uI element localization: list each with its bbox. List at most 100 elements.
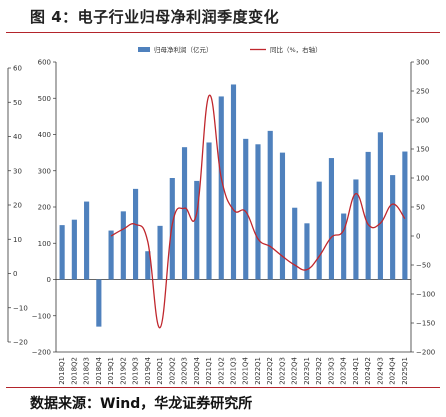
left-tick-label: 0 xyxy=(47,276,51,284)
x-tick-label: 2022Q4 xyxy=(291,356,299,384)
left-tick-label: 400 xyxy=(38,131,51,139)
bar xyxy=(96,279,102,327)
bar xyxy=(145,251,151,280)
right-tick-label: −50 xyxy=(416,262,431,270)
source-note: 数据来源：Wind，华龙证券研究所 xyxy=(30,396,253,412)
line-path xyxy=(110,94,406,329)
x-tick-label: 2021Q1 xyxy=(205,357,213,385)
left-tick-label: −100 xyxy=(32,312,51,320)
outer-left-tick-label: −20 xyxy=(13,339,28,347)
x-tick-label: 2018Q4 xyxy=(95,356,103,384)
right-tick-label: 150 xyxy=(416,146,429,154)
x-tick-label: 2022Q1 xyxy=(254,357,262,385)
x-tick-label: 2023Q4 xyxy=(340,356,348,384)
bar-series xyxy=(59,84,408,327)
left-tick-label: 600 xyxy=(38,59,51,67)
bar xyxy=(279,152,286,280)
right-tick-label: 250 xyxy=(416,88,429,96)
x-tick-label: 2020Q3 xyxy=(181,357,189,385)
x-tick-label: 2023Q1 xyxy=(303,357,311,385)
bar xyxy=(377,132,383,280)
bar xyxy=(71,219,77,280)
x-tick-label: 2021Q3 xyxy=(230,357,238,385)
right-tick-label: 300 xyxy=(416,59,429,67)
x-tick-label: 2024Q4 xyxy=(389,356,397,384)
x-tick-label: 2019Q1 xyxy=(107,357,115,385)
title-rule xyxy=(6,32,440,33)
bar xyxy=(353,179,359,280)
outer-left-tick-label: 60 xyxy=(13,65,22,73)
bar xyxy=(304,223,310,280)
right-tick-label: 100 xyxy=(416,175,429,183)
bar xyxy=(230,84,237,280)
legend-swatch-bar xyxy=(138,47,150,52)
left-tick-label: −200 xyxy=(32,349,51,357)
x-tick-label: 2018Q3 xyxy=(83,357,91,385)
bar xyxy=(255,144,261,280)
outer-left-tick-label: 10 xyxy=(13,236,22,244)
x-tick-label: 2018Q2 xyxy=(70,357,78,385)
x-tick-label: 2024Q3 xyxy=(376,357,384,385)
bar xyxy=(402,151,408,280)
x-tick-label: 2022Q2 xyxy=(266,357,274,385)
right-tick-label: 200 xyxy=(416,117,429,125)
x-tick-label: 2019Q3 xyxy=(132,357,140,385)
bar xyxy=(328,158,335,280)
tick-labels: −200−1000100200300400500600−200−150−100−… xyxy=(8,59,435,385)
bar xyxy=(206,142,212,280)
bar xyxy=(169,178,175,280)
x-tick-label: 2021Q2 xyxy=(217,357,225,385)
left-tick-label: 500 xyxy=(38,95,51,103)
legend: 归母净利润（亿元） 同比（%，右轴） xyxy=(138,45,322,54)
legend-label-bar: 归母净利润（亿元） xyxy=(154,45,213,54)
bar xyxy=(292,207,298,280)
left-tick-label: 200 xyxy=(38,204,51,212)
bar xyxy=(84,201,90,280)
x-tick-label: 2020Q2 xyxy=(168,357,176,385)
bar xyxy=(243,138,249,280)
x-tick-label: 2019Q2 xyxy=(119,357,127,385)
bar xyxy=(341,213,347,280)
x-tick-label: 2024Q1 xyxy=(352,357,360,385)
x-tick-label: 2021Q4 xyxy=(242,356,250,384)
x-tick-label: 2020Q1 xyxy=(156,357,164,385)
right-tick-label: 50 xyxy=(416,204,425,212)
left-tick-label: 100 xyxy=(38,240,51,248)
bar xyxy=(316,181,322,280)
bar xyxy=(365,151,371,280)
chart: −200−1000100200300400500600−200−150−100−… xyxy=(7,45,435,385)
bar xyxy=(181,147,188,280)
bar xyxy=(194,180,200,280)
right-tick-label: −150 xyxy=(416,320,435,328)
right-tick-label: −100 xyxy=(416,291,435,299)
bar xyxy=(157,225,163,280)
x-tick-label: 2018Q1 xyxy=(58,357,66,385)
line-series xyxy=(110,94,406,329)
bar xyxy=(108,230,114,280)
outer-left-tick-label: 40 xyxy=(13,133,22,141)
bar xyxy=(267,130,273,280)
legend-label-line: 同比（%，右轴） xyxy=(270,45,322,54)
x-tick-label: 2024Q2 xyxy=(364,357,372,385)
bar xyxy=(390,175,396,280)
bar xyxy=(120,211,126,280)
left-tick-label: 300 xyxy=(38,167,51,175)
bar xyxy=(59,225,65,280)
bar xyxy=(132,188,139,280)
x-tick-label: 2020Q4 xyxy=(193,356,201,384)
x-tick-label: 2023Q3 xyxy=(327,357,335,385)
figure-title: 图 4：电子行业归母净利润季度变化 xyxy=(30,8,280,26)
bar xyxy=(218,96,224,280)
right-tick-label: 0 xyxy=(416,233,420,241)
x-tick-label: 2022Q3 xyxy=(278,357,286,385)
outer-left-tick-label: 30 xyxy=(13,167,22,175)
source-rule xyxy=(6,387,440,388)
outer-left-tick-label: −10 xyxy=(13,304,28,312)
outer-left-tick-label: 0 xyxy=(13,270,17,278)
x-tick-label: 2023Q2 xyxy=(315,357,323,385)
right-tick-label: −200 xyxy=(416,349,435,357)
outer-left-tick-label: 20 xyxy=(13,202,22,210)
outer-left-tick-label: 50 xyxy=(13,99,22,107)
x-tick-label: 2019Q4 xyxy=(144,356,152,384)
x-tick-label: 2025Q1 xyxy=(401,357,409,385)
